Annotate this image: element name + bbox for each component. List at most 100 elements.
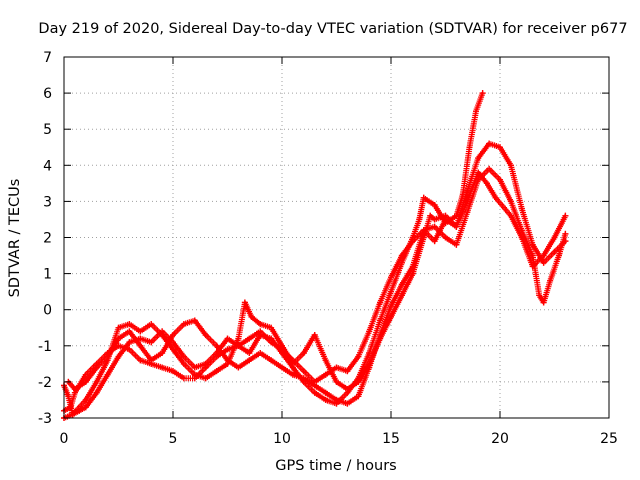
data-point [93, 389, 100, 396]
series-track-b [61, 140, 569, 414]
data-point [311, 382, 318, 389]
data-point [268, 357, 275, 364]
data-point [159, 332, 166, 338]
data-point [69, 411, 76, 418]
y-tick-label: 5 [43, 122, 52, 138]
data-point [555, 252, 562, 259]
data-point [547, 277, 554, 284]
data-point [388, 288, 394, 295]
data-point [115, 324, 122, 331]
data-point [300, 368, 307, 375]
data-point [377, 317, 384, 324]
data-point [180, 360, 187, 367]
data-point [431, 216, 438, 223]
y-tick-label: 6 [43, 86, 52, 102]
data-point [473, 108, 479, 115]
data-point [191, 364, 198, 371]
data-point [213, 342, 220, 349]
y-tick-label: -1 [38, 339, 52, 355]
y-axis-label: SDTVAR / TECUs [7, 179, 23, 298]
data-point [159, 350, 166, 356]
data-point [159, 364, 166, 371]
data-point [529, 241, 536, 248]
data-point [311, 389, 318, 396]
data-point [464, 187, 471, 194]
data-point [409, 270, 416, 277]
data-point [115, 353, 122, 360]
data-point [497, 176, 503, 183]
data-point [213, 353, 220, 360]
x-tick-label: 25 [600, 431, 618, 447]
data-point [416, 216, 423, 223]
data-point [82, 404, 89, 411]
data-point [420, 194, 427, 201]
data-point [507, 212, 514, 219]
data-point [148, 339, 155, 346]
data-point [137, 335, 144, 342]
data-point [213, 368, 220, 375]
data-point [536, 292, 543, 299]
data-point [344, 368, 351, 375]
data-point [148, 321, 155, 328]
data-point [442, 234, 449, 241]
data-point [540, 299, 547, 306]
data-point [409, 238, 416, 245]
data-point [257, 350, 264, 356]
data-point [115, 335, 122, 342]
data-point [388, 274, 394, 281]
y-tick-label: 0 [43, 303, 52, 319]
data-point [224, 346, 231, 353]
data-point [180, 353, 187, 360]
data-point [257, 328, 264, 335]
data-point [529, 252, 536, 259]
data-point [486, 140, 493, 147]
data-point [191, 371, 198, 378]
data-point [507, 162, 514, 169]
x-tick-label: 15 [382, 431, 400, 447]
y-tick-label: -3 [38, 411, 52, 427]
data-point [191, 317, 198, 324]
data-point [104, 371, 111, 378]
data-point [388, 303, 394, 310]
data-point [202, 332, 209, 338]
data-markers [61, 90, 569, 421]
data-point [289, 360, 296, 367]
data-point [246, 350, 253, 356]
data-point [464, 209, 471, 216]
data-point [170, 332, 176, 338]
data-point [427, 212, 434, 219]
data-point [562, 230, 569, 237]
data-point [311, 332, 318, 338]
data-point [202, 375, 209, 382]
data-point [431, 202, 438, 208]
data-point [333, 378, 340, 385]
data-point [529, 263, 536, 270]
data-point [257, 321, 264, 328]
data-point [279, 342, 285, 349]
data-point [300, 375, 307, 382]
data-point [518, 205, 525, 212]
data-point [344, 400, 351, 407]
data-point [322, 396, 329, 403]
data-point [562, 212, 569, 219]
data-point [453, 241, 460, 248]
data-point [322, 371, 329, 378]
data-point [333, 364, 340, 371]
data-point [279, 364, 285, 371]
data-point [289, 371, 296, 378]
data-point [137, 328, 144, 335]
data-point [355, 378, 362, 385]
data-point [475, 169, 482, 176]
data-point [180, 375, 187, 382]
data-point [333, 396, 340, 403]
data-point [540, 252, 547, 259]
data-point [322, 357, 329, 364]
data-point [126, 328, 133, 335]
data-point [551, 234, 558, 241]
data-point [248, 313, 255, 320]
data-point [507, 198, 514, 205]
data-point [322, 389, 329, 396]
axis-ticks: 0 5 10 15 20 25 -3 -2 -1 0 1 2 3 4 5 6 7 [38, 50, 618, 447]
data-point [431, 223, 438, 230]
data-point [355, 393, 362, 400]
